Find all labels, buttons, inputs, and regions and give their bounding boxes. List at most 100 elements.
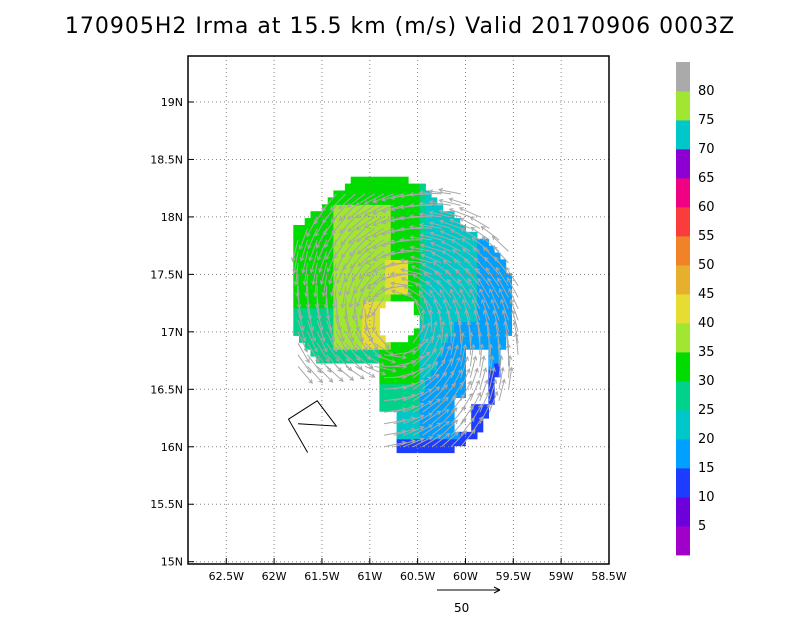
field-cell <box>419 342 426 350</box>
field-cell <box>402 356 409 364</box>
field-cell <box>442 411 449 419</box>
field-cell <box>488 397 495 405</box>
field-cell <box>402 204 409 212</box>
field-cell <box>367 307 375 316</box>
field-cell <box>494 287 501 295</box>
field-cell <box>402 369 409 378</box>
field-cell <box>299 287 306 295</box>
field-cell <box>310 307 317 316</box>
field-cell <box>505 300 512 309</box>
field-cell <box>396 252 403 260</box>
x-tick-label: 58.5W <box>591 570 626 583</box>
field-cell <box>454 252 461 260</box>
wind-vector <box>348 239 366 257</box>
field-cell <box>442 314 449 323</box>
colorbar-label: 80 <box>698 84 715 99</box>
field-cell <box>327 293 334 302</box>
field-cell <box>339 197 346 205</box>
field-cell <box>505 273 512 281</box>
field-cell <box>442 356 449 364</box>
field-cell <box>362 204 369 212</box>
colorbar-label: 40 <box>698 316 715 331</box>
field-cell <box>344 300 352 309</box>
field-cell <box>299 300 306 309</box>
wind-vector <box>500 298 509 321</box>
field-cell <box>425 259 432 267</box>
field-cell <box>396 183 403 192</box>
field-cell <box>494 252 501 260</box>
wind-vector <box>441 431 459 448</box>
field-cell <box>327 300 334 309</box>
field-cell <box>408 445 415 454</box>
wind-vector <box>412 388 433 402</box>
field-cell <box>333 335 340 343</box>
field-cell <box>442 218 449 226</box>
wind-vector <box>461 298 471 321</box>
field-cell <box>327 287 334 295</box>
field-cell <box>339 287 346 295</box>
field-cell <box>356 349 363 357</box>
field-cell <box>310 293 317 302</box>
field-cell <box>454 328 461 336</box>
field-cell <box>333 204 340 212</box>
field-cell <box>367 259 375 267</box>
wind-vector <box>390 289 414 298</box>
field-cell <box>385 266 392 274</box>
field-cell <box>442 397 449 405</box>
field-cell <box>327 238 334 247</box>
field-cell <box>482 411 489 419</box>
wind-vector <box>355 354 374 369</box>
field-cell <box>419 328 426 336</box>
field-cell <box>413 231 421 240</box>
field-cell <box>293 231 300 240</box>
field-cell <box>396 342 403 350</box>
field-cell <box>402 418 409 426</box>
reference-vector-label: 50 <box>454 601 469 615</box>
colorbar-label: 55 <box>698 229 715 244</box>
wind-vector <box>441 250 461 264</box>
field-cell <box>339 342 346 350</box>
wind-vector <box>330 205 347 223</box>
field-cell <box>499 287 507 295</box>
field-cell <box>396 218 403 226</box>
wind-vector <box>450 332 457 355</box>
field-cell <box>408 349 415 357</box>
field-cell <box>350 204 357 212</box>
field-cell <box>408 211 415 219</box>
field-cell <box>350 266 357 274</box>
wind-vector <box>469 343 476 367</box>
field-cell <box>367 211 375 219</box>
wind-vector <box>422 373 440 390</box>
field-cell <box>408 231 415 240</box>
field-cell <box>465 245 472 254</box>
wind-vector <box>469 391 481 413</box>
field-cell <box>322 349 329 357</box>
field-cell <box>379 349 386 357</box>
wind-vector <box>431 396 449 413</box>
field-cell <box>448 438 455 447</box>
wind-vector <box>507 277 519 298</box>
field-cell <box>494 293 501 302</box>
field-cell <box>419 362 426 371</box>
wind-vector <box>314 285 320 309</box>
field-cell <box>327 280 334 288</box>
field-cell <box>299 245 306 254</box>
field-cell <box>413 431 421 440</box>
field-cell <box>471 266 478 274</box>
field-cell <box>488 362 495 371</box>
field-cell <box>333 349 340 357</box>
wind-vector <box>345 331 358 352</box>
field-cell <box>413 259 421 267</box>
wind-vector <box>433 298 443 321</box>
field-cell <box>425 218 432 226</box>
field-cell <box>436 293 444 302</box>
field-cell <box>367 328 375 336</box>
field-cell <box>431 397 438 405</box>
wind-vector <box>351 262 366 282</box>
field-cell <box>425 342 432 350</box>
wind-vector <box>364 354 385 367</box>
field-cell <box>322 342 329 350</box>
field-cell <box>408 418 415 426</box>
field-cell <box>339 328 346 336</box>
wind-vector <box>296 285 302 309</box>
